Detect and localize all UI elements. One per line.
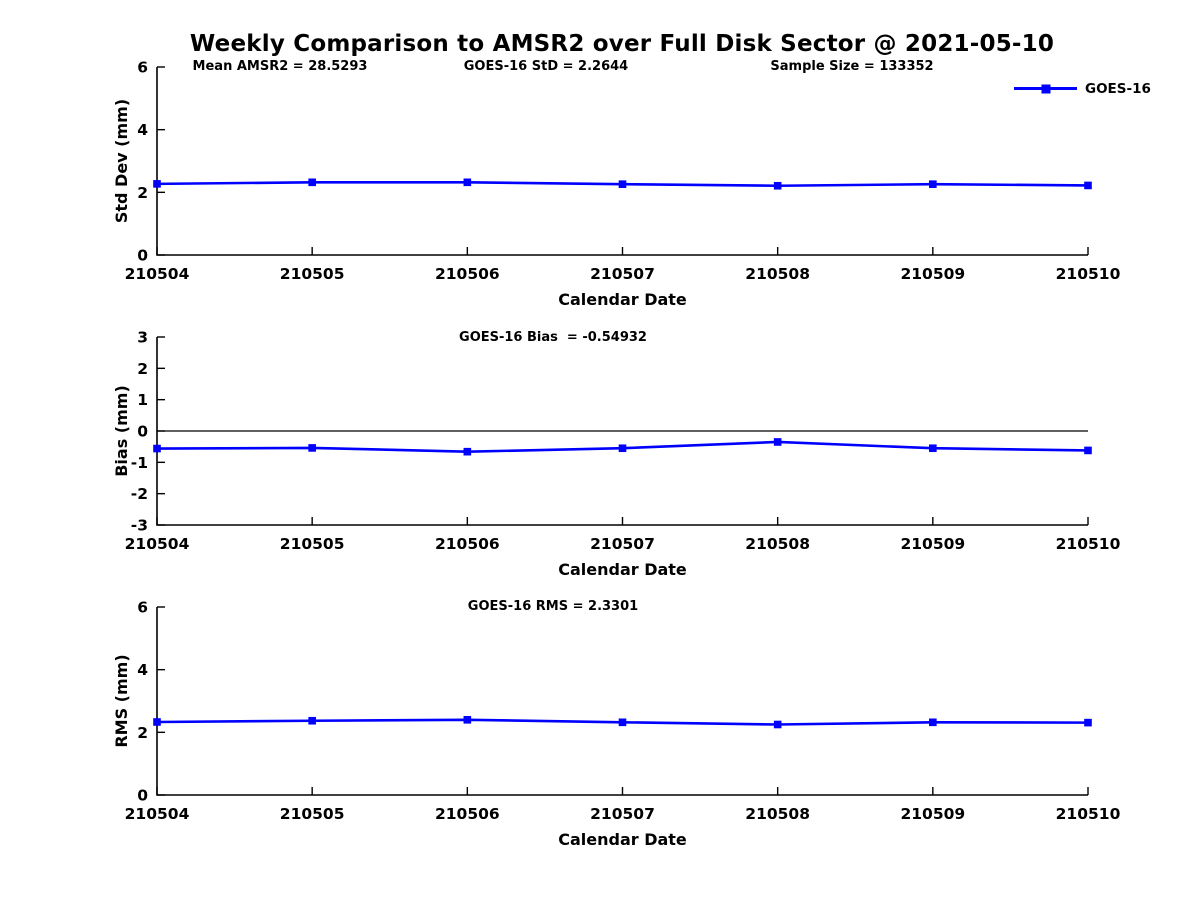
data-point-marker: [463, 178, 472, 187]
annotation-mean-amsr2: Mean AMSR2 = 28.5293: [192, 59, 368, 74]
x-axis-label-middle: Calendar Date: [558, 560, 687, 579]
data-point-marker: [1084, 718, 1092, 727]
x-tick-label: 210509: [900, 805, 965, 823]
y-tick-label: 6: [137, 599, 148, 617]
data-point-marker: [618, 444, 627, 453]
y-tick-label: 1: [137, 391, 148, 409]
x-tick-label: 210510: [1056, 265, 1121, 283]
y-tick-label: 4: [137, 661, 148, 679]
x-tick-label: 210505: [280, 805, 345, 823]
y-tick-label: 0: [137, 247, 148, 265]
axis-spine: [156, 67, 1088, 256]
y-tick-label: 3: [137, 329, 148, 347]
annotation-goes16-bias: GOES-16 Bias = -0.54932: [459, 330, 647, 345]
y-tick-label: 0: [137, 787, 148, 805]
data-point-marker: [773, 438, 782, 446]
data-point-marker: [308, 444, 316, 452]
y-tick-label: 2: [137, 724, 148, 742]
x-tick-label: 210507: [590, 805, 655, 823]
data-point-marker: [618, 180, 627, 188]
data-point-marker: [153, 180, 161, 188]
x-tick-label: 210504: [125, 535, 190, 553]
data-point-marker: [308, 178, 316, 187]
data-point-marker: [463, 716, 472, 724]
x-tick-label: 210509: [900, 535, 965, 553]
legend-square-marker-icon: [1041, 84, 1050, 93]
data-point-marker: [929, 718, 937, 727]
legend: GOES-16: [1014, 80, 1151, 97]
data-point-marker: [618, 718, 627, 727]
annotation-goes16-rms: GOES-16 RMS = 2.3301: [467, 599, 639, 614]
y-tick-label: 0: [137, 423, 148, 441]
data-point-marker: [153, 718, 161, 726]
y-tick-label: 2: [137, 360, 148, 378]
x-tick-label: 210504: [125, 265, 190, 283]
data-point-marker: [463, 447, 472, 456]
y-tick-label: 4: [137, 121, 148, 139]
data-point-marker: [153, 444, 161, 453]
x-tick-label: 210504: [125, 805, 190, 823]
axis-spine: [156, 607, 1088, 796]
data-point-marker: [929, 180, 937, 188]
x-tick-label: 210508: [745, 805, 810, 823]
y-tick-label: 6: [137, 59, 148, 77]
x-tick-label: 210505: [280, 535, 345, 553]
x-tick-label: 210506: [435, 265, 500, 283]
x-tick-label: 210505: [280, 265, 345, 283]
data-point-marker: [308, 716, 316, 725]
x-tick-label: 210510: [1056, 805, 1121, 823]
annotation-goes16-std: GOES-16 StD = 2.2644: [463, 59, 629, 74]
chart-title: Weekly Comparison to AMSR2 over Full Dis…: [189, 31, 1055, 57]
x-tick-label: 210507: [590, 265, 655, 283]
data-point-marker: [929, 444, 937, 453]
annotation-sample-size: Sample Size = 133352: [770, 59, 934, 74]
y-tick-label: -3: [131, 517, 148, 535]
x-tick-label: 210508: [745, 535, 810, 553]
y-tick-label: -2: [131, 485, 148, 503]
y-tick-label: -1: [131, 454, 148, 472]
legend-label: GOES-16: [1085, 80, 1151, 97]
data-point-marker: [773, 181, 782, 190]
x-tick-label: 210507: [590, 535, 655, 553]
x-tick-label: 210506: [435, 535, 500, 553]
x-tick-label: 210506: [435, 805, 500, 823]
legend-line-sample: [1014, 84, 1077, 93]
data-point-marker: [1084, 181, 1092, 190]
y-tick-label: 2: [137, 184, 148, 202]
x-tick-label: 210510: [1056, 535, 1121, 553]
data-point-marker: [1084, 446, 1092, 455]
x-tick-label: 210509: [900, 265, 965, 283]
data-point-marker: [773, 720, 782, 729]
x-tick-label: 210508: [745, 265, 810, 283]
x-axis-label-bottom: Calendar Date: [558, 830, 687, 849]
x-axis-label-top: Calendar Date: [558, 290, 687, 309]
